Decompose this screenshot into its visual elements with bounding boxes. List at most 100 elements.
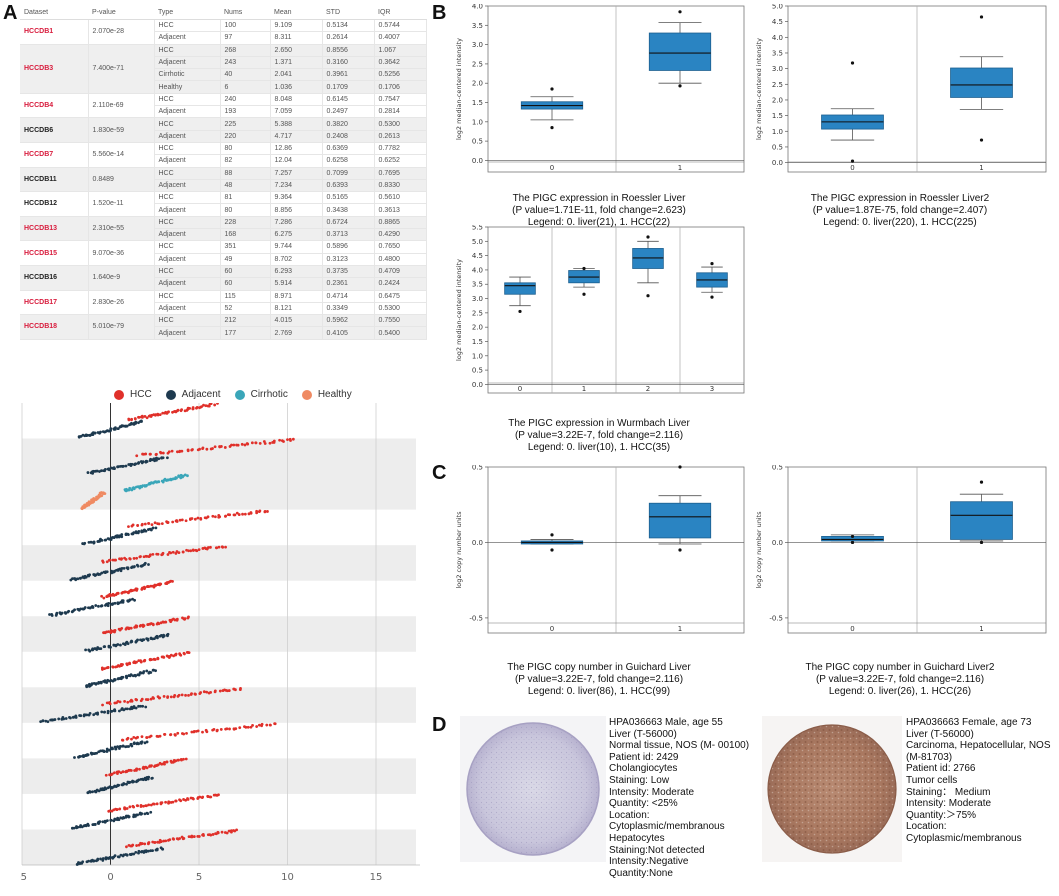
strip-point: [113, 701, 117, 705]
strip-point: [107, 602, 111, 605]
table-cell: 0.4007: [374, 31, 427, 45]
strip-point: [135, 454, 139, 458]
outlier-point: [979, 138, 984, 142]
caption-roessler-liver: The PIGC expression in Roessler Liver (P…: [452, 193, 746, 229]
strip-point: [76, 577, 80, 581]
y-tick-label: 5.5: [472, 225, 483, 232]
y-tick-label: 1.0: [772, 128, 783, 136]
ihc-info-line: (M-81703): [906, 751, 953, 763]
strip-point: [83, 541, 87, 545]
strip-point: [135, 485, 138, 489]
strip-point: [117, 709, 121, 713]
table-row: HCCDB6 1.830e-59 HCC 225 5.388 0.3820 0.5300: [20, 117, 427, 143]
strip-point: [77, 755, 80, 759]
strip-point: [107, 644, 111, 648]
dataset-cell: HCCDB11: [20, 167, 89, 193]
strip-point: [41, 719, 45, 723]
strip-point: [106, 678, 110, 682]
strip-point: [103, 492, 107, 496]
strip-legend: HCC Adjacent Cirrhotic Healthy: [114, 389, 366, 400]
strip-point: [187, 549, 190, 553]
strip-point: [148, 657, 152, 661]
strip-point: [122, 708, 126, 712]
y-tick-label: 0.0: [772, 159, 783, 167]
strip-point: [201, 730, 204, 734]
strip-point: [247, 512, 251, 516]
strip-point: [110, 569, 114, 573]
strip-point: [109, 427, 113, 431]
strip-point: [178, 652, 182, 656]
table-cell: HCC: [154, 44, 221, 57]
strip-point: [118, 745, 122, 749]
table-cell: 80: [220, 203, 271, 217]
strip-point: [92, 497, 95, 500]
hccdb-stats-table: Dataset P-value Type Nums Mean STD IQR HCCDB1 2…: [20, 6, 427, 340]
strip-point: [79, 576, 82, 580]
outlier-point: [979, 480, 984, 484]
strip-point: [75, 825, 79, 829]
strip-point: [186, 448, 190, 452]
x-tick-label: 0: [550, 164, 554, 172]
y-tick-label: 4.0: [772, 34, 783, 42]
table-cell: 0.3820: [322, 117, 375, 131]
strip-point: [134, 706, 138, 710]
table-row: Adjacent 168 6.275 0.3713 0.4290: [20, 228, 427, 242]
strip-point: [206, 515, 210, 519]
strip-point: [113, 817, 117, 821]
strip-point: [137, 704, 140, 708]
roessler-liver-boxplot: 0.0 0.5 1.0 1.5 2.0 2.5 3.0 3.5 4.0 0 1 log2 median…: [455, 4, 745, 173]
strip-point: [149, 415, 153, 418]
strip-point: [135, 556, 139, 560]
ihc-info-line: Quantity: <25%: [609, 798, 678, 810]
strip-point: [156, 413, 160, 417]
strip-point: [127, 815, 131, 819]
y-tick-label: 2.0: [472, 80, 483, 88]
strip-point: [131, 597, 134, 601]
table-row: HCCDB16 1.640e-9 HCC 60 6.293 0.3735 0.4709: [20, 265, 427, 291]
outlier-point: [850, 61, 855, 65]
strip-point: [108, 702, 112, 706]
strip-point: [206, 794, 210, 798]
x-tick-label: -5: [20, 872, 27, 883]
strip-point: [206, 546, 210, 549]
strip-point: [55, 612, 58, 616]
strip-point: [119, 771, 123, 775]
strip-point: [159, 582, 163, 586]
strip-point: [237, 513, 241, 516]
y-axis-label: log2 median-centered intensity: [455, 259, 463, 361]
ihc-info-line: HPA036663 Female, age 73: [906, 717, 1032, 728]
strip-point: [143, 561, 147, 565]
strip-point: [122, 566, 126, 570]
table-cell: 0.2424: [374, 277, 427, 291]
strip-point: [171, 550, 175, 554]
table-cell: Healthy: [154, 80, 221, 94]
table-row: Healthy 6 1.036 0.1709 0.1706: [20, 80, 427, 94]
strip-point: [201, 446, 205, 450]
strip-point: [141, 623, 145, 627]
strip-point: [288, 437, 292, 441]
table-cell: 0.3438: [322, 203, 375, 217]
y-tick-label: 3.5: [472, 281, 483, 289]
strip-point: [216, 830, 220, 834]
strip-point: [177, 693, 181, 697]
table-cell: 0.6475: [374, 290, 427, 303]
strip-point: [124, 770, 128, 774]
strip-point: [120, 567, 124, 570]
table-row: HCCDB3 7.400e-71 HCC 268 2.650 0.8556 1.067: [20, 44, 427, 94]
caption-line: (P value=3.22E-7, fold change=2.116): [514, 430, 684, 441]
strip-point: [282, 440, 285, 443]
table-cell: 0.3961: [322, 68, 375, 82]
strip-point: [230, 443, 233, 447]
table-cell: 5.388: [270, 117, 323, 131]
strip-point: [148, 553, 152, 557]
strip-point: [140, 735, 144, 739]
strip-point: [140, 461, 144, 465]
table-cell: 0.6258: [322, 154, 375, 168]
strip-point: [100, 604, 104, 608]
strip-point: [211, 833, 215, 836]
strip-point: [268, 441, 272, 445]
strip-point: [257, 510, 261, 513]
strip-point: [107, 537, 111, 541]
strip-point: [166, 695, 170, 699]
y-tick-label: 4.0: [472, 4, 483, 11]
